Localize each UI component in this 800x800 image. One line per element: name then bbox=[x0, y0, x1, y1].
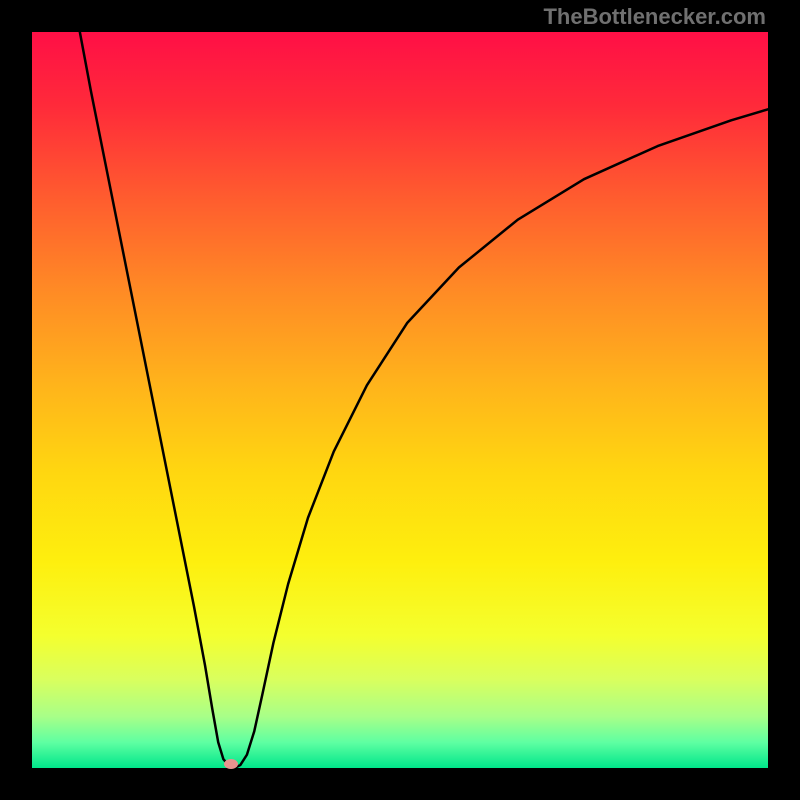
watermark-text: TheBottlenecker.com bbox=[543, 4, 766, 30]
chart-container: TheBottlenecker.com bbox=[0, 0, 800, 800]
bottleneck-curve bbox=[80, 32, 768, 768]
plot-area bbox=[32, 32, 768, 768]
curve-layer bbox=[32, 32, 768, 768]
